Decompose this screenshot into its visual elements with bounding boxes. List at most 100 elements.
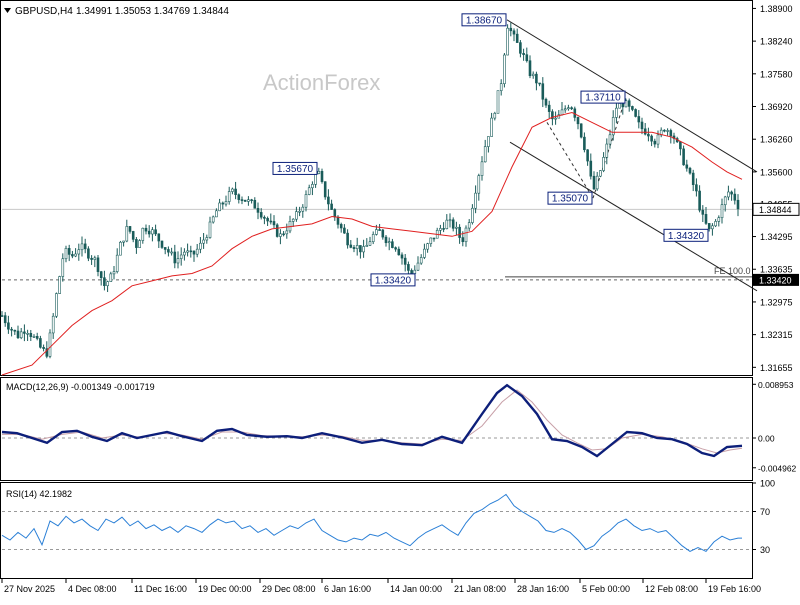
candle-body [208, 221, 212, 238]
x-tick-label: 11 Dec 16:00 [134, 584, 187, 594]
candle-body [487, 136, 490, 147]
candle-body [186, 250, 189, 253]
candle-body [301, 206, 305, 212]
candle-body [243, 199, 247, 202]
candle-body [61, 258, 65, 277]
x-tick-label: 19 Dec 00:00 [198, 584, 252, 594]
candle-body [419, 257, 423, 264]
candle-body [250, 199, 253, 202]
candle-body [106, 281, 109, 287]
candle-body [515, 33, 519, 43]
fe-100-label: FE 100.0 [714, 266, 751, 276]
candle-body [285, 230, 289, 235]
candle-body [387, 241, 391, 244]
price-tick-label: 1.38240 [760, 37, 793, 47]
candle-body [3, 315, 7, 324]
candles [0, 22, 740, 359]
price-label-text: 1.33420 [375, 275, 412, 286]
candle-body [23, 331, 26, 334]
candle-body [16, 330, 20, 339]
candle-body [7, 322, 10, 330]
candle-body [679, 141, 682, 150]
candle-body [471, 207, 474, 223]
candle-body [432, 237, 436, 240]
candle-body [163, 247, 167, 250]
candle-body [352, 247, 356, 249]
x-tick-label: 29 Dec 08:00 [262, 584, 316, 594]
candle-body [42, 347, 45, 349]
candle-body [247, 199, 250, 202]
candle-body [576, 117, 580, 125]
candle-body [275, 224, 279, 237]
current-price-tag-text: 1.34844 [759, 205, 792, 215]
candle-body [39, 338, 42, 348]
candle-body [733, 193, 737, 201]
candle-body [202, 239, 205, 244]
candle-body [704, 214, 708, 224]
level-price-tag [753, 273, 799, 286]
symbol-label: GBPUSD,H4 [15, 6, 73, 17]
price-pane-frame [0, 0, 753, 376]
candle-body [403, 257, 407, 265]
candle-body [535, 73, 538, 84]
candle-body [333, 209, 337, 218]
candle-body [570, 107, 573, 110]
candle-body [96, 257, 100, 272]
candle-body [279, 233, 282, 237]
candle-body [384, 236, 388, 244]
candle-body [157, 233, 161, 242]
candle-body [272, 221, 276, 226]
candle-body [522, 53, 525, 55]
candle-body [103, 277, 106, 287]
candle-body [160, 240, 164, 248]
candle-body [362, 246, 365, 253]
candle-body [467, 222, 471, 229]
candle-body [682, 148, 685, 166]
x-tick-label: 5 Feb 00:00 [582, 584, 630, 594]
candle-body [666, 130, 669, 132]
candle-body [317, 170, 321, 174]
pattern-line-1 [546, 122, 594, 199]
collapse-arrow-icon[interactable] [4, 8, 11, 13]
candle-body [199, 242, 202, 250]
candle-body [720, 204, 724, 219]
candle-body [336, 216, 340, 225]
candle-body [391, 241, 394, 248]
candle-body [234, 188, 237, 195]
candle-body [339, 224, 343, 229]
candle-body [637, 116, 641, 123]
candle-body [455, 226, 458, 229]
candle-body [707, 223, 711, 230]
price-label-box [663, 228, 709, 242]
candle-body [359, 245, 362, 253]
candle-body [227, 191, 231, 202]
candle-body [592, 175, 596, 190]
rsi-chart-layer [1, 493, 752, 553]
candle-body [291, 218, 295, 222]
candle-body [205, 237, 209, 241]
candle-body [589, 160, 593, 177]
candle-body [503, 54, 506, 84]
candle-body [631, 106, 634, 110]
candle-body [723, 196, 727, 206]
candle-body [563, 108, 567, 111]
candle-body [154, 229, 157, 235]
candle-body [189, 250, 193, 253]
candle-body [608, 134, 612, 145]
candle-body [125, 226, 129, 242]
candle-body [74, 253, 77, 257]
candle-body [368, 241, 372, 246]
candle-body [618, 103, 621, 109]
candle-body [314, 173, 317, 185]
candle-body [400, 254, 404, 259]
candle-body [83, 243, 87, 250]
candle-body [371, 234, 375, 243]
candle-body [211, 216, 215, 223]
candle-body [624, 100, 628, 108]
watermark: ActionForex [263, 70, 380, 95]
candle-body [496, 90, 500, 114]
candle-body [547, 104, 551, 112]
price-tick-label: 1.33635 [760, 265, 793, 275]
candle-body [67, 248, 71, 255]
